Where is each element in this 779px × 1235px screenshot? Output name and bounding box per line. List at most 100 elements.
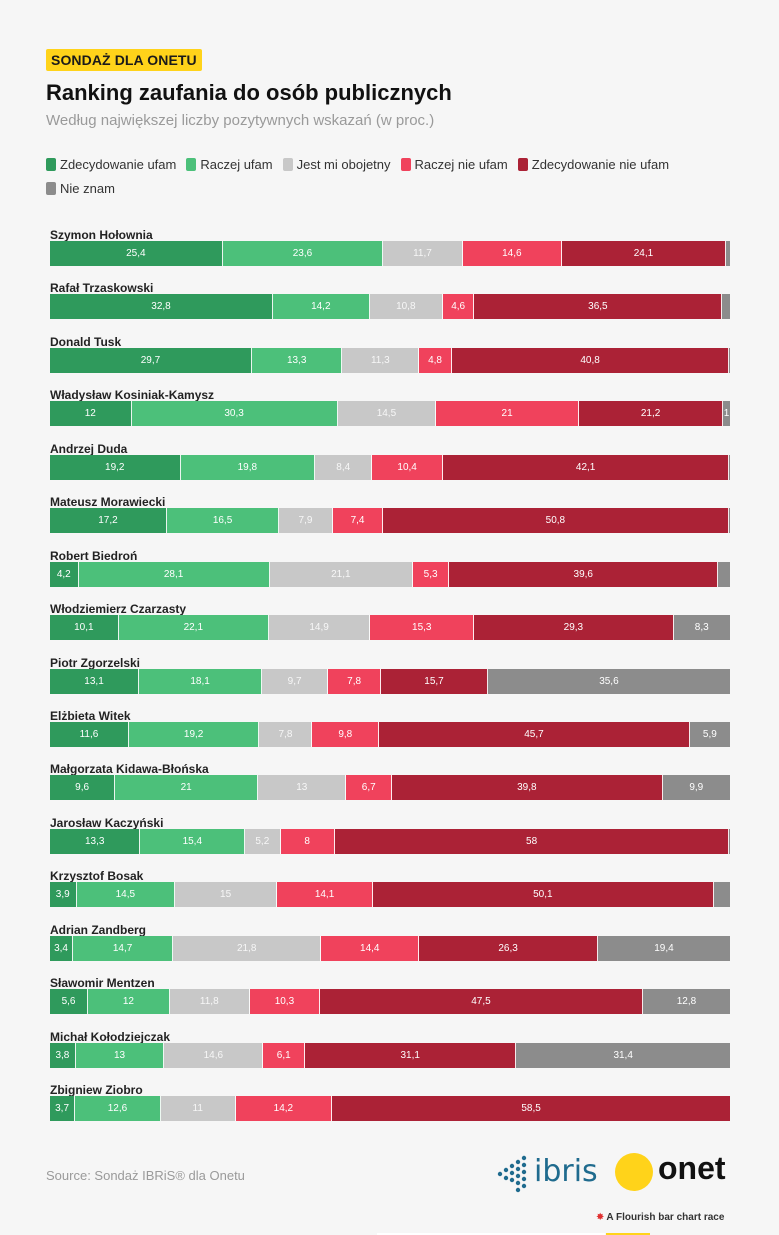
bar-segment[interactable]: 10,8 — [369, 294, 444, 320]
bar-segment[interactable]: 25,4 — [50, 241, 223, 266]
bar-segment[interactable]: 28,1 — [78, 561, 270, 587]
bar-segment[interactable] — [728, 508, 730, 534]
legend-item[interactable]: Raczej nie ufam — [400, 156, 508, 172]
bar-segment[interactable]: 11,3 — [342, 347, 420, 373]
legend-item[interactable]: Jest mi obojetny — [282, 156, 391, 172]
bar-segment[interactable]: 14,4 — [321, 935, 420, 961]
bar-segment[interactable]: 13,3 — [50, 828, 141, 854]
bar-segment[interactable]: 3,9 — [50, 882, 77, 908]
bar-segment[interactable]: 14,1 — [277, 882, 373, 908]
bar-segment[interactable]: 8,4 — [315, 454, 373, 480]
legend-item[interactable]: Raczej ufam — [186, 156, 273, 172]
bar-segment[interactable]: 36,5 — [474, 294, 723, 320]
bar-segment[interactable]: 21 — [115, 775, 259, 801]
bar-segment[interactable]: 7,8 — [328, 668, 382, 694]
bar-segment[interactable] — [713, 882, 730, 908]
bar-segment[interactable]: 18,1 — [139, 668, 263, 694]
bar-segment[interactable]: 3,8 — [50, 1042, 76, 1068]
bar-segment[interactable]: 9,6 — [50, 775, 116, 801]
bar-segment[interactable]: 5,6 — [50, 989, 89, 1015]
bar-segment[interactable]: 5,2 — [245, 828, 281, 854]
bar-segment[interactable]: 19,8 — [180, 454, 316, 480]
bar-segment[interactable]: 26,3 — [419, 935, 599, 961]
bar-segment[interactable]: 13,1 — [50, 668, 140, 694]
bar-segment[interactable]: 9,8 — [312, 721, 380, 747]
bar-segment[interactable]: 11 — [160, 1096, 236, 1121]
bar-segment[interactable]: 3,4 — [50, 935, 74, 961]
bar-segment[interactable]: 14,6 — [164, 1042, 264, 1068]
bar-segment[interactable]: 16,5 — [166, 508, 280, 534]
bar-segment[interactable]: 32,8 — [50, 294, 274, 320]
bar-segment[interactable]: 45,7 — [379, 721, 690, 747]
bar-segment[interactable] — [722, 294, 730, 320]
bar-segment[interactable]: 8,3 — [673, 615, 730, 641]
bar-segment[interactable]: 9,7 — [262, 668, 329, 694]
bar-segment[interactable]: 31,1 — [304, 1042, 517, 1068]
bar-segment[interactable]: 9,9 — [662, 775, 730, 801]
bar-segment[interactable]: 21,8 — [173, 935, 322, 961]
bar-segment[interactable]: 1 — [723, 401, 730, 427]
bar-segment[interactable]: 21 — [436, 401, 580, 427]
bar-segment[interactable]: 11,7 — [383, 241, 463, 266]
bar-segment[interactable]: 7,9 — [279, 508, 333, 534]
bar-segment[interactable]: 12 — [50, 401, 132, 427]
bar-segment[interactable]: 8 — [280, 828, 335, 854]
bar-segment[interactable] — [718, 561, 730, 587]
bar-segment[interactable]: 12,8 — [642, 989, 730, 1015]
bar-segment[interactable]: 39,8 — [392, 775, 663, 801]
bar-segment[interactable]: 50,1 — [372, 882, 714, 908]
bar-segment[interactable]: 4,6 — [443, 294, 475, 320]
legend-item[interactable]: Zdecydowanie nie ufam — [517, 156, 669, 172]
bar-segment[interactable] — [729, 347, 730, 373]
bar-segment[interactable] — [729, 828, 730, 854]
bar-segment[interactable]: 6,1 — [263, 1042, 305, 1068]
bar-segment[interactable]: 15,7 — [381, 668, 488, 694]
bar-segment[interactable]: 5,3 — [413, 561, 450, 587]
bar-segment[interactable]: 10,3 — [249, 989, 320, 1015]
bar-segment[interactable]: 14,9 — [268, 615, 371, 641]
bar-segment[interactable]: 12 — [88, 989, 170, 1015]
bar-segment[interactable]: 4,2 — [50, 561, 79, 587]
bar-segment[interactable]: 39,6 — [449, 561, 719, 587]
bar-segment[interactable]: 23,6 — [222, 241, 384, 266]
bar-segment[interactable] — [729, 454, 730, 480]
bar-segment[interactable]: 5,9 — [689, 721, 730, 747]
bar-segment[interactable]: 13 — [75, 1042, 165, 1068]
bar-segment[interactable]: 6,7 — [346, 775, 392, 801]
bar-segment[interactable]: 14,7 — [73, 935, 174, 961]
bar-segment[interactable]: 11,8 — [169, 989, 250, 1015]
bar-segment[interactable]: 17,2 — [50, 508, 167, 534]
bar-segment[interactable]: 14,5 — [76, 882, 176, 908]
bar-segment[interactable]: 42,1 — [443, 454, 730, 480]
bar-segment[interactable]: 13 — [258, 775, 347, 801]
bar-segment[interactable]: 15 — [175, 882, 278, 908]
bar-segment[interactable]: 35,6 — [487, 668, 730, 694]
bar-segment[interactable]: 22,1 — [118, 615, 269, 641]
bar-segment[interactable]: 13,3 — [251, 347, 343, 373]
bar-segment[interactable]: 11,6 — [50, 721, 129, 747]
bar-segment[interactable]: 7,4 — [332, 508, 384, 534]
bar-segment[interactable]: 29,7 — [50, 347, 252, 373]
bar-segment[interactable]: 19,2 — [50, 454, 181, 480]
bar-segment[interactable]: 21,2 — [579, 401, 724, 427]
bar-segment[interactable]: 7,8 — [259, 721, 313, 747]
bar-segment[interactable]: 58 — [334, 828, 730, 854]
bar-segment[interactable]: 12,6 — [75, 1096, 161, 1121]
bar-segment[interactable]: 30,3 — [131, 401, 338, 427]
bar-segment[interactable]: 19,2 — [128, 721, 260, 747]
bar-segment[interactable]: 29,3 — [474, 615, 674, 641]
legend-item[interactable]: Zdecydowanie ufam — [46, 156, 176, 172]
bar-segment[interactable]: 10,1 — [50, 615, 119, 641]
bar-segment[interactable]: 47,5 — [319, 989, 643, 1015]
flourish-credit-link[interactable]: ✸ A Flourish bar chart race — [596, 1212, 724, 1223]
legend-item[interactable]: Nie znam — [46, 180, 115, 196]
bar-segment[interactable]: 40,8 — [451, 347, 730, 373]
bar-segment[interactable]: 21,1 — [269, 561, 414, 587]
bar-segment[interactable] — [725, 241, 730, 266]
bar-segment[interactable]: 10,4 — [372, 454, 443, 480]
bar-segment[interactable]: 31,4 — [516, 1042, 730, 1068]
bar-segment[interactable]: 50,8 — [383, 508, 729, 534]
bar-segment[interactable]: 19,4 — [598, 935, 730, 961]
bar-segment[interactable]: 15,4 — [140, 828, 246, 854]
bar-segment[interactable]: 14,5 — [337, 401, 437, 427]
